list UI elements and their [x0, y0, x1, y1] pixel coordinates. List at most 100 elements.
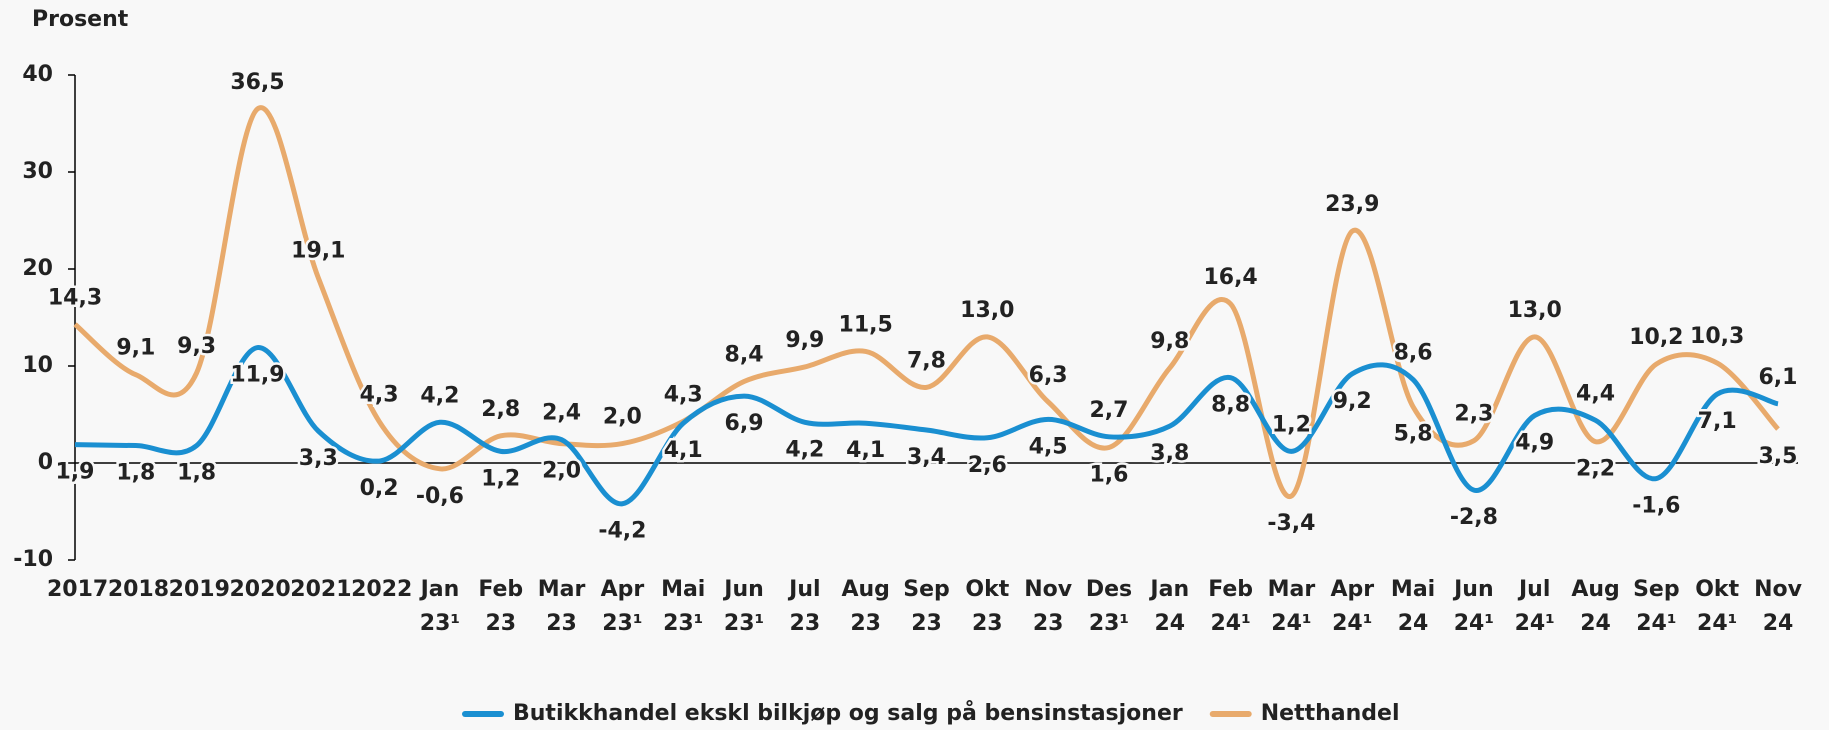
data-label: 11,5	[839, 312, 893, 337]
data-label: 6,3	[1029, 363, 1068, 388]
data-label: 4,3	[664, 382, 703, 407]
data-label: 4,2	[785, 437, 824, 462]
data-label: 2,8	[481, 397, 520, 422]
data-label: 9,2	[1333, 389, 1372, 414]
x-tick-label: Jun 24¹	[1453, 577, 1495, 636]
data-label: 14,3	[48, 285, 102, 310]
x-tick-label: 2018	[107, 577, 170, 602]
data-label: 9,3	[177, 334, 216, 359]
data-label: -3,4	[1267, 511, 1315, 536]
x-tick-label: Apr 23¹	[600, 577, 645, 636]
x-tick-label: Feb 24¹	[1208, 577, 1253, 636]
data-label: 3,4	[907, 445, 946, 470]
data-label: -2,8	[1450, 505, 1498, 530]
data-label: 13,0	[960, 298, 1014, 323]
data-label: 3,8	[1150, 441, 1189, 466]
x-tick-label: 2021	[290, 577, 352, 602]
y-tick-label: 20	[22, 256, 53, 281]
data-label: 36,5	[230, 70, 284, 95]
data-label: 6,1	[1759, 365, 1798, 390]
series-line	[73, 105, 1780, 499]
y-tick-label: -10	[13, 547, 53, 572]
y-tick-label: 10	[22, 353, 53, 378]
data-label: 1,2	[481, 466, 520, 491]
data-label: -4,2	[598, 519, 646, 544]
data-label: 2,0	[542, 459, 581, 484]
data-label: 8,8	[1211, 393, 1250, 418]
data-label: 4,9	[1515, 430, 1554, 455]
data-label: 9,8	[1150, 329, 1189, 354]
data-label: 9,9	[785, 328, 824, 353]
x-tick-label: Jan 23¹	[419, 577, 461, 636]
data-label: 8,4	[725, 343, 764, 368]
data-label: 4,5	[1029, 434, 1068, 459]
x-tick-label: Aug 23	[841, 577, 890, 636]
data-label: 16,4	[1203, 265, 1257, 290]
x-tick-label: Sep 24¹	[1633, 577, 1680, 636]
data-label: 4,3	[360, 382, 399, 407]
data-label: 8,6	[1394, 341, 1433, 366]
x-tick-label: Okt 23	[965, 577, 1010, 636]
x-tick-label: Jun 23¹	[723, 577, 765, 636]
x-tick-label: Feb 23	[478, 577, 524, 636]
data-label: 0,2	[360, 476, 399, 501]
x-tick-label: Mai 23¹	[661, 577, 706, 636]
data-label: 23,9	[1325, 192, 1379, 217]
y-tick-label: 0	[38, 450, 53, 475]
x-tick-label: Nov 24	[1754, 577, 1802, 636]
data-label: 4,1	[846, 438, 885, 463]
x-tick-label: 2017	[47, 577, 109, 602]
data-label: 2,0	[603, 405, 642, 430]
x-tick-label: Des 23¹	[1085, 577, 1133, 636]
y-tick-label: 30	[22, 159, 53, 184]
data-label: 3,5	[1759, 444, 1798, 469]
data-label: 7,1	[1698, 409, 1737, 434]
data-label: 6,9	[725, 411, 764, 436]
x-tick-label: Aug 24	[1571, 577, 1620, 636]
data-label: 1,6	[1089, 462, 1128, 487]
x-tick-label: Jan 24	[1150, 577, 1190, 636]
x-tick-label: Jul 23	[789, 577, 821, 636]
series-line	[74, 345, 1779, 507]
data-label: 4,2	[420, 383, 459, 408]
data-label: 1,2	[1272, 412, 1311, 437]
data-label: 1,8	[116, 461, 155, 486]
data-label: 2,2	[1576, 457, 1615, 482]
x-tick-label: Okt 24¹	[1695, 577, 1740, 636]
data-label: 2,6	[968, 453, 1007, 478]
data-label: 19,1	[291, 239, 345, 264]
y-axis-title: Prosent	[32, 7, 129, 32]
x-tick-label: Nov 23	[1024, 577, 1073, 636]
data-label: 13,0	[1508, 298, 1562, 323]
x-tick-label: Mar 23	[537, 577, 586, 636]
data-label: 10,3	[1690, 324, 1744, 349]
x-tick-label: Mar 24¹	[1267, 577, 1316, 636]
x-tick-label: Jul 24¹	[1514, 577, 1555, 636]
data-label: 2,3	[1454, 402, 1493, 427]
x-tick-label: 2019	[168, 577, 230, 602]
data-label: 5,8	[1394, 422, 1433, 447]
legend-label: Netthandel	[1261, 701, 1400, 726]
x-tick-label: 2020	[229, 577, 291, 602]
y-tick-label: 40	[22, 62, 53, 87]
x-tick-label: 2022	[351, 577, 413, 602]
data-label: 9,1	[116, 336, 155, 361]
data-label: -0,6	[416, 484, 464, 509]
data-label: 11,9	[230, 363, 284, 388]
data-label: 2,4	[542, 401, 581, 426]
x-tick-label: Apr 24¹	[1330, 577, 1375, 636]
data-label: 10,2	[1629, 325, 1683, 350]
data-label: 4,4	[1576, 381, 1615, 406]
data-label: 2,7	[1089, 398, 1128, 423]
x-tick-label: Mai 24	[1390, 577, 1436, 636]
data-label: 1,9	[56, 460, 95, 485]
legend-label: Butikkhandel ekskl bilkjøp og salg på be…	[513, 700, 1183, 726]
x-tick-label: Sep 23	[903, 577, 950, 636]
data-label: 1,8	[177, 461, 216, 486]
data-label: -1,6	[1632, 494, 1680, 519]
data-label: 7,8	[907, 348, 946, 373]
data-label: 3,3	[299, 446, 338, 471]
data-label: 4,1	[664, 438, 703, 463]
